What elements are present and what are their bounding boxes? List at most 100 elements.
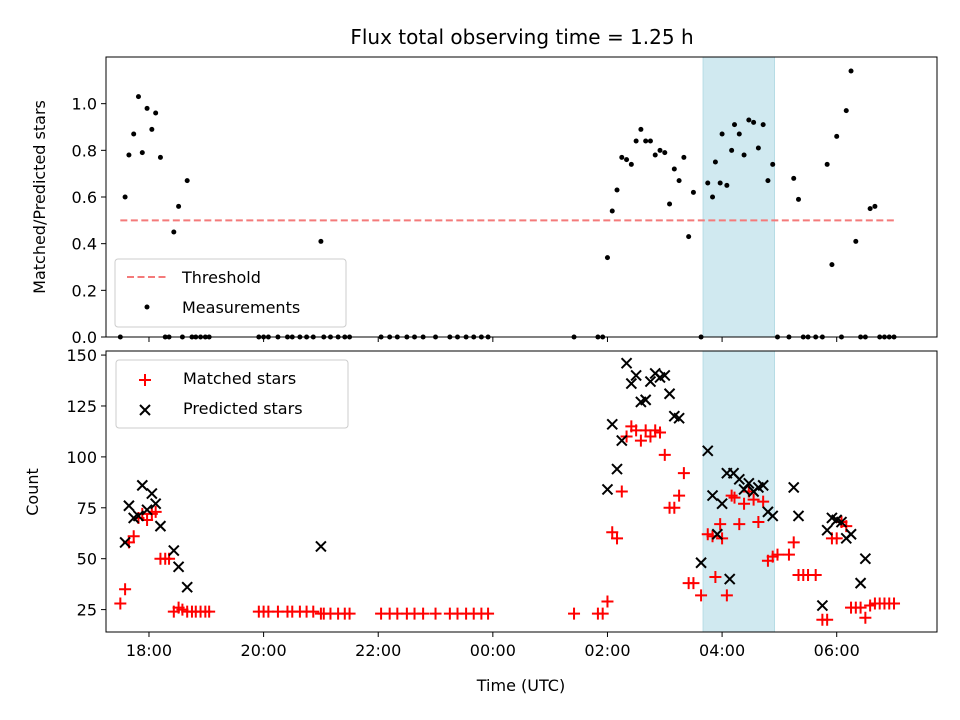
- predicted-stars-point: [673, 412, 685, 424]
- matched-stars-point: [771, 548, 784, 561]
- x-tick-label: 04:00: [699, 641, 745, 660]
- measurement-point: [760, 122, 766, 128]
- measurement-point: [633, 138, 639, 144]
- measurement-point: [184, 178, 190, 184]
- chart-title: Flux total observing time = 1.25 h: [350, 25, 693, 49]
- measurement-point: [736, 131, 742, 137]
- predicted-stars-point: [845, 528, 857, 540]
- measurement-point: [318, 238, 324, 244]
- matched-stars-point: [695, 589, 708, 602]
- matched-stars-point: [738, 497, 751, 510]
- measurement-point: [791, 175, 797, 181]
- matched-stars-point: [658, 448, 671, 461]
- predicted-stars-point: [132, 510, 145, 522]
- matched-stars-point: [809, 568, 822, 581]
- x-axis-label: Time (UTC): [476, 676, 565, 695]
- measurement-point: [690, 189, 696, 195]
- measurement-point: [614, 187, 620, 193]
- predicted-stars-point: [172, 561, 185, 573]
- legend-matched-swatch: [139, 374, 151, 386]
- legend-entry: Matched stars: [183, 369, 296, 388]
- measurement-point: [729, 147, 735, 153]
- measurement-point: [647, 138, 653, 144]
- legend-entry: Threshold: [181, 268, 261, 287]
- top-panel: 0.0 0.2 0.4 0.6 0.8 1.0 Threshold Measurements: [72, 56, 938, 347]
- predicted-stars-point: [816, 599, 829, 612]
- matched-stars-point: [757, 495, 770, 508]
- matched-stars-point: [821, 613, 834, 626]
- measurement-point: [628, 161, 634, 167]
- predicted-stars-point: [767, 510, 779, 522]
- predicted-stars-point: [706, 489, 719, 502]
- measurement-point: [843, 108, 849, 114]
- matched-stars-point: [709, 571, 722, 584]
- top-y-axis-label: Matched/Predicted stars: [30, 100, 49, 294]
- measurement-point: [732, 122, 738, 128]
- matched-stars-point: [611, 532, 624, 545]
- predicted-stars-point: [625, 377, 638, 390]
- measurement-point: [157, 154, 163, 160]
- matched-stars-point: [149, 505, 162, 518]
- measurement-point: [686, 234, 692, 240]
- predicted-stars-point: [644, 375, 657, 388]
- measurement-point: [824, 161, 830, 167]
- measurement-point: [710, 194, 716, 200]
- measurement-point: [638, 126, 644, 132]
- predicted-stars-point: [606, 418, 618, 431]
- y-tick-label: 50: [77, 550, 97, 569]
- measurement-point: [755, 145, 761, 151]
- matched-stars-point: [644, 430, 657, 443]
- measurement-point: [712, 159, 718, 165]
- predicted-stars-point: [821, 524, 833, 536]
- predicted-stars-point: [181, 581, 193, 593]
- predicted-stars-point: [141, 504, 153, 516]
- measurement-point: [676, 178, 682, 184]
- measurement-point: [643, 138, 649, 144]
- measurement-point: [751, 119, 757, 125]
- matched-stars-point: [859, 611, 872, 624]
- matched-stars-point: [482, 607, 495, 620]
- y-tick-label: 0.2: [72, 281, 97, 300]
- x-tick-label: 02:00: [584, 641, 630, 660]
- matched-stars-point: [429, 607, 442, 620]
- matched-stars-point: [787, 536, 800, 549]
- predicted-stars-point: [616, 434, 628, 447]
- matched-stars-point: [854, 601, 867, 614]
- predicted-stars-point: [663, 388, 676, 400]
- matched-stars-point: [114, 597, 127, 610]
- predicted-stars-point: [315, 540, 327, 553]
- matched-stars-point: [634, 434, 647, 447]
- matched-stars-point: [747, 493, 760, 506]
- x-tick-label: 00:00: [470, 641, 516, 660]
- predicted-stars-point: [146, 487, 158, 500]
- y-tick-label: 0.0: [72, 328, 97, 347]
- predicted-stars-point: [611, 463, 623, 475]
- measurement-point: [667, 201, 673, 207]
- measurement-point: [171, 229, 177, 235]
- predicted-stars-point: [601, 483, 614, 496]
- matched-stars-point: [601, 595, 614, 608]
- matched-stars-point: [782, 548, 795, 561]
- predicted-stars-point: [154, 520, 167, 532]
- measurement-point: [853, 238, 859, 244]
- predicted-stars-point: [168, 544, 180, 557]
- legend-entry: Measurements: [182, 298, 300, 317]
- legend-entry: Predicted stars: [183, 399, 303, 418]
- matched-stars-point: [203, 605, 216, 618]
- measurement-point: [746, 117, 752, 123]
- measurement-point: [872, 203, 878, 209]
- matched-stars-point: [687, 577, 700, 590]
- y-tick-label: 0.4: [72, 235, 97, 254]
- predicted-stars-point: [733, 473, 745, 485]
- measurement-point: [149, 126, 155, 132]
- measurement-point: [719, 131, 725, 137]
- y-tick-label: 150: [66, 346, 97, 365]
- y-tick-label: 0.8: [72, 141, 97, 160]
- matched-stars-point: [127, 530, 140, 543]
- matched-stars-point: [830, 532, 843, 545]
- predicted-stars-point: [757, 479, 769, 492]
- predicted-stars-point: [123, 500, 135, 512]
- matched-stars-point: [668, 501, 681, 514]
- predicted-stars-point: [659, 369, 671, 382]
